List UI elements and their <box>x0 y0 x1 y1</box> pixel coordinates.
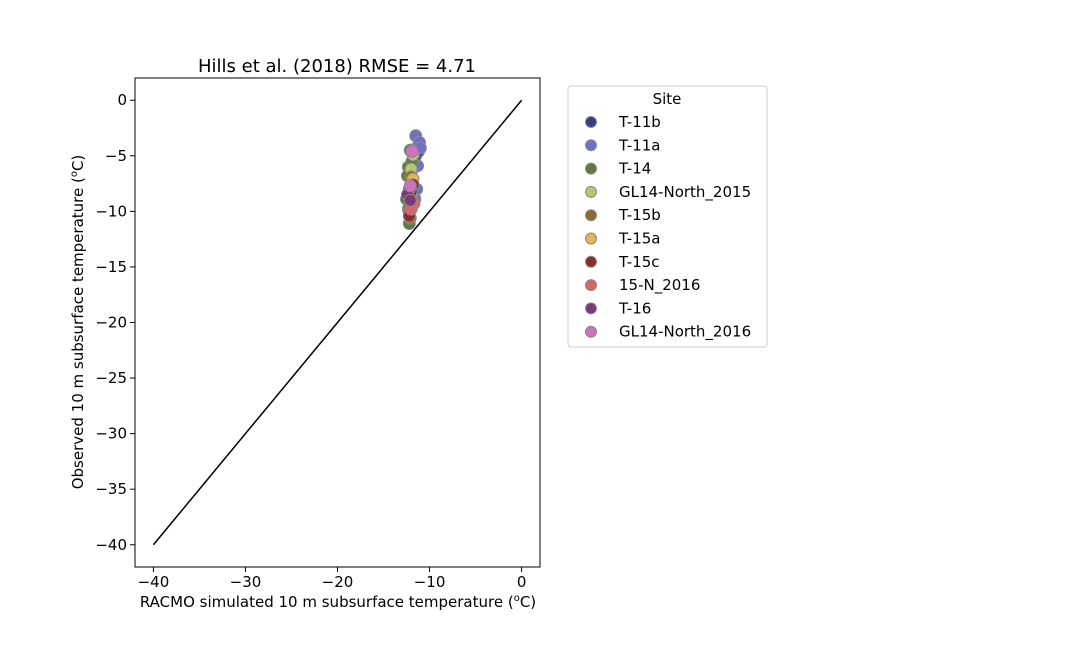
legend-label-5: T-15a <box>618 230 660 248</box>
x-axis-label-end: C) <box>520 593 536 611</box>
y-axis-label-main: Observed 10 m subsurface temperature ( <box>69 177 87 489</box>
legend-label-7: 15-N_2016 <box>619 276 700 295</box>
legend-label-1: T-11a <box>618 136 660 154</box>
y-tick-label-4: −20 <box>95 314 127 332</box>
legend-marker-2 <box>585 162 597 175</box>
y-tick-label-3: −15 <box>95 258 127 276</box>
y-tick-label-2: −10 <box>95 202 127 220</box>
y-tick-label-1: −5 <box>105 147 127 165</box>
legend-marker-8 <box>585 302 597 315</box>
legend-marker-9 <box>585 325 597 338</box>
y-axis-ticks: 0 −5 −10 −15 −20 −25 −30 −35 −40 <box>95 91 135 554</box>
legend-title: Site <box>653 90 682 108</box>
legend-marker-6 <box>585 255 597 268</box>
y-axis-label-sup: o <box>69 171 80 177</box>
legend-label-8: T-16 <box>618 299 651 317</box>
y-tick-label-6: −30 <box>95 425 127 443</box>
y-tick-label-8: −40 <box>95 536 127 554</box>
x-tick-label-4: 0 <box>517 573 527 591</box>
y-tick-label-7: −35 <box>95 480 127 498</box>
y-tick-label-0: 0 <box>117 91 127 109</box>
x-axis-label-sup: o <box>514 593 520 604</box>
legend-marker-3 <box>585 185 597 198</box>
y-axis-label: Observed 10 m subsurface temperature (oC… <box>69 155 87 490</box>
y-tick-label-5: −25 <box>95 369 127 387</box>
legend-frame <box>567 85 768 348</box>
legend-marker-4 <box>585 209 597 222</box>
x-axis-label: RACMO simulated 10 m subsurface temperat… <box>140 593 536 611</box>
one-to-one-line <box>152 99 523 546</box>
data-point-8-2 <box>403 193 417 207</box>
data-point-9-1 <box>403 179 417 193</box>
x-tick-label-2: −20 <box>322 573 354 591</box>
data-point-9-0 <box>405 144 419 158</box>
legend-label-2: T-14 <box>618 160 651 178</box>
legend-marker-5 <box>585 232 597 245</box>
x-axis-label-main: RACMO simulated 10 m subsurface temperat… <box>140 593 514 611</box>
x-tick-label-0: −40 <box>138 573 170 591</box>
legend: Site T-11bT-11aT-14GL14-North_2015T-15bT… <box>567 85 768 348</box>
legend-label-4: T-15b <box>618 206 661 224</box>
legend-label-0: T-11b <box>618 113 661 131</box>
chart-title: Hills et al. (2018) RMSE = 4.71 <box>198 56 476 77</box>
x-axis-ticks: −40 −30 −20 −10 0 <box>138 567 527 591</box>
x-tick-label-1: −30 <box>230 573 262 591</box>
legend-marker-0 <box>585 116 597 128</box>
legend-label-9: GL14-North_2016 <box>619 323 751 342</box>
y-axis-label-end: C) <box>69 155 87 171</box>
x-tick-label-3: −10 <box>414 573 446 591</box>
plot-marks <box>152 99 523 546</box>
legend-items: T-11b T-11a T-14 GL14-North_2015 T-15b T-15a T… <box>585 113 751 342</box>
legend-label-6: T-15c <box>618 253 660 271</box>
legend-marker-7 <box>585 279 597 292</box>
legend-label-3: GL14-North_2015 <box>619 183 751 202</box>
legend-marker-1 <box>585 139 597 152</box>
